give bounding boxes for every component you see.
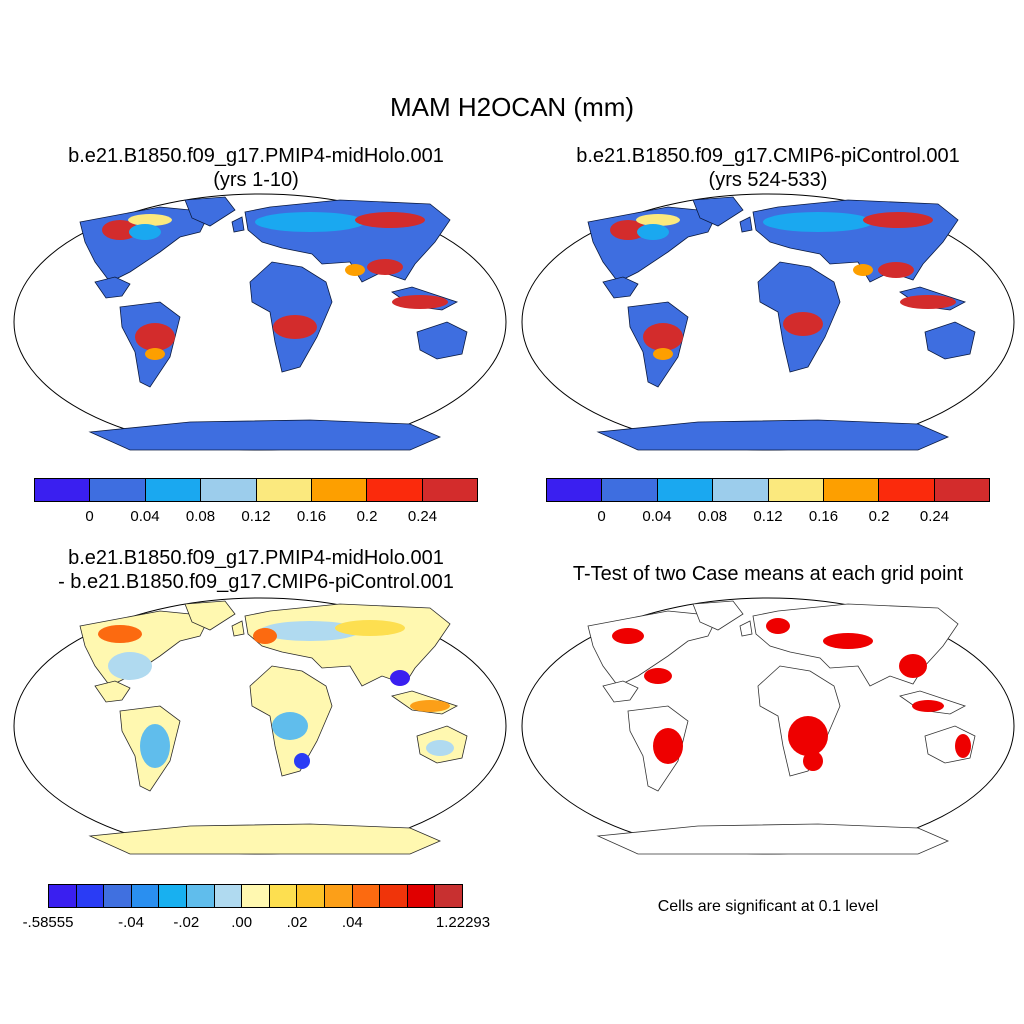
- colorbar-tick-label: -.02: [173, 914, 200, 931]
- panel-4-title-line1: T-Test of two Case means at each grid po…: [572, 563, 964, 585]
- colorbar-swatch: [76, 885, 105, 907]
- colorbar-swatch: [823, 479, 880, 501]
- colorbar-swatch: [422, 479, 477, 501]
- colorbar-tick-label: 0.04: [642, 508, 672, 525]
- colorbar-tick-label: 0: [597, 508, 606, 525]
- colorbar-swatch: [324, 885, 353, 907]
- panel-2-title-line2: (yrs 524-533): [708, 169, 828, 191]
- colorbar-swatch: [297, 885, 325, 907]
- colorbar-swatch: [547, 479, 603, 501]
- colorbar-swatch: [104, 885, 132, 907]
- colorbar-swatch: [352, 885, 381, 907]
- colorbar-midholo: [34, 478, 478, 502]
- panel-3-title-line1: b.e21.B1850.f09_g17.PMIP4-midHolo.001: [68, 547, 444, 569]
- panel-1-title-line1: b.e21.B1850.f09_g17.PMIP4-midHolo.001: [68, 145, 444, 167]
- colorbar-tick-label: 0.08: [697, 508, 728, 525]
- colorbar-swatch: [657, 479, 714, 501]
- colorbar-swatch: [90, 479, 146, 501]
- colorbar-swatch: [186, 885, 215, 907]
- colorbar-tick-label: 0.24: [407, 508, 438, 525]
- colorbar-swatch: [713, 479, 769, 501]
- colorbar-tick-label: 0.12: [241, 508, 271, 525]
- colorbar-tick-label: 1.22293: [435, 914, 491, 931]
- colorbar-swatch: [131, 885, 160, 907]
- map-difference: [13, 597, 507, 855]
- colorbar-tick-label: -.04: [118, 914, 144, 931]
- colorbar-picontrol: [546, 478, 990, 502]
- significance-note: Cells are significant at 0.1 level: [657, 898, 879, 915]
- colorbar-swatch: [311, 479, 368, 501]
- colorbar-swatch: [602, 479, 658, 501]
- map-midholo: [13, 193, 507, 451]
- colorbar-swatch: [768, 479, 824, 501]
- colorbar-swatch: [934, 479, 989, 501]
- difference-regions: [98, 620, 454, 769]
- colorbar-tick-label: 0.24: [919, 508, 950, 525]
- colorbar-swatch: [269, 885, 298, 907]
- colorbar-tick-label: 0.16: [808, 508, 839, 525]
- panel-1-title-line2: (yrs 1-10): [213, 169, 299, 191]
- colorbar-swatch: [145, 479, 202, 501]
- colorbar-swatch: [35, 479, 91, 501]
- colorbar-swatch: [367, 479, 423, 501]
- colorbar-tick-label: -.58555: [22, 914, 74, 931]
- colorbar-swatch: [435, 885, 462, 907]
- colorbar-swatch: [380, 885, 408, 907]
- colorbar-swatch: [256, 479, 312, 501]
- map-ttest: [521, 597, 1015, 855]
- colorbar-tick-label: 0.2: [868, 508, 890, 525]
- colorbar-swatch: [49, 885, 77, 907]
- colorbar-swatch: [407, 885, 436, 907]
- significant-cells: [612, 618, 971, 771]
- colorbar-tick-label: 0.08: [185, 508, 216, 525]
- panel-2-title-line1: b.e21.B1850.f09_g17.CMIP6-piControl.001: [576, 145, 960, 167]
- high-value-regions: [610, 212, 956, 360]
- colorbar-tick-label: 0.2: [356, 508, 378, 525]
- colorbar-tick-label: 0.16: [296, 508, 327, 525]
- panel-3-title: b.e21.B1850.f09_g17.PMIP4-midHolo.001 - …: [0, 546, 512, 594]
- colorbar-tick-label: .04: [341, 914, 363, 931]
- panel-1-title: b.e21.B1850.f09_g17.PMIP4-midHolo.001 (y…: [0, 144, 512, 192]
- map-picontrol: [521, 193, 1015, 451]
- colorbar-tick-label: 0.04: [130, 508, 160, 525]
- colorbar-swatch: [879, 479, 935, 501]
- colorbar-tick-label: .02: [286, 914, 308, 931]
- panel-3-title-line2: - b.e21.B1850.f09_g17.CMIP6-piControl.00…: [58, 571, 454, 593]
- colorbar-swatch: [214, 885, 243, 907]
- colorbar-swatch: [159, 885, 187, 907]
- panel-2-title: b.e21.B1850.f09_g17.CMIP6-piControl.001 …: [512, 144, 1024, 192]
- colorbar-swatch: [242, 885, 270, 907]
- high-value-regions: [102, 212, 448, 360]
- figure-title: MAM H2OCAN (mm): [389, 92, 635, 122]
- panel-4-title: T-Test of two Case means at each grid po…: [512, 562, 1024, 586]
- colorbar-difference: [48, 884, 463, 908]
- colorbar-tick-label: 0: [85, 508, 94, 525]
- colorbar-tick-label: 0.12: [753, 508, 783, 525]
- colorbar-swatch: [201, 479, 257, 501]
- colorbar-tick-label: .00: [231, 914, 253, 931]
